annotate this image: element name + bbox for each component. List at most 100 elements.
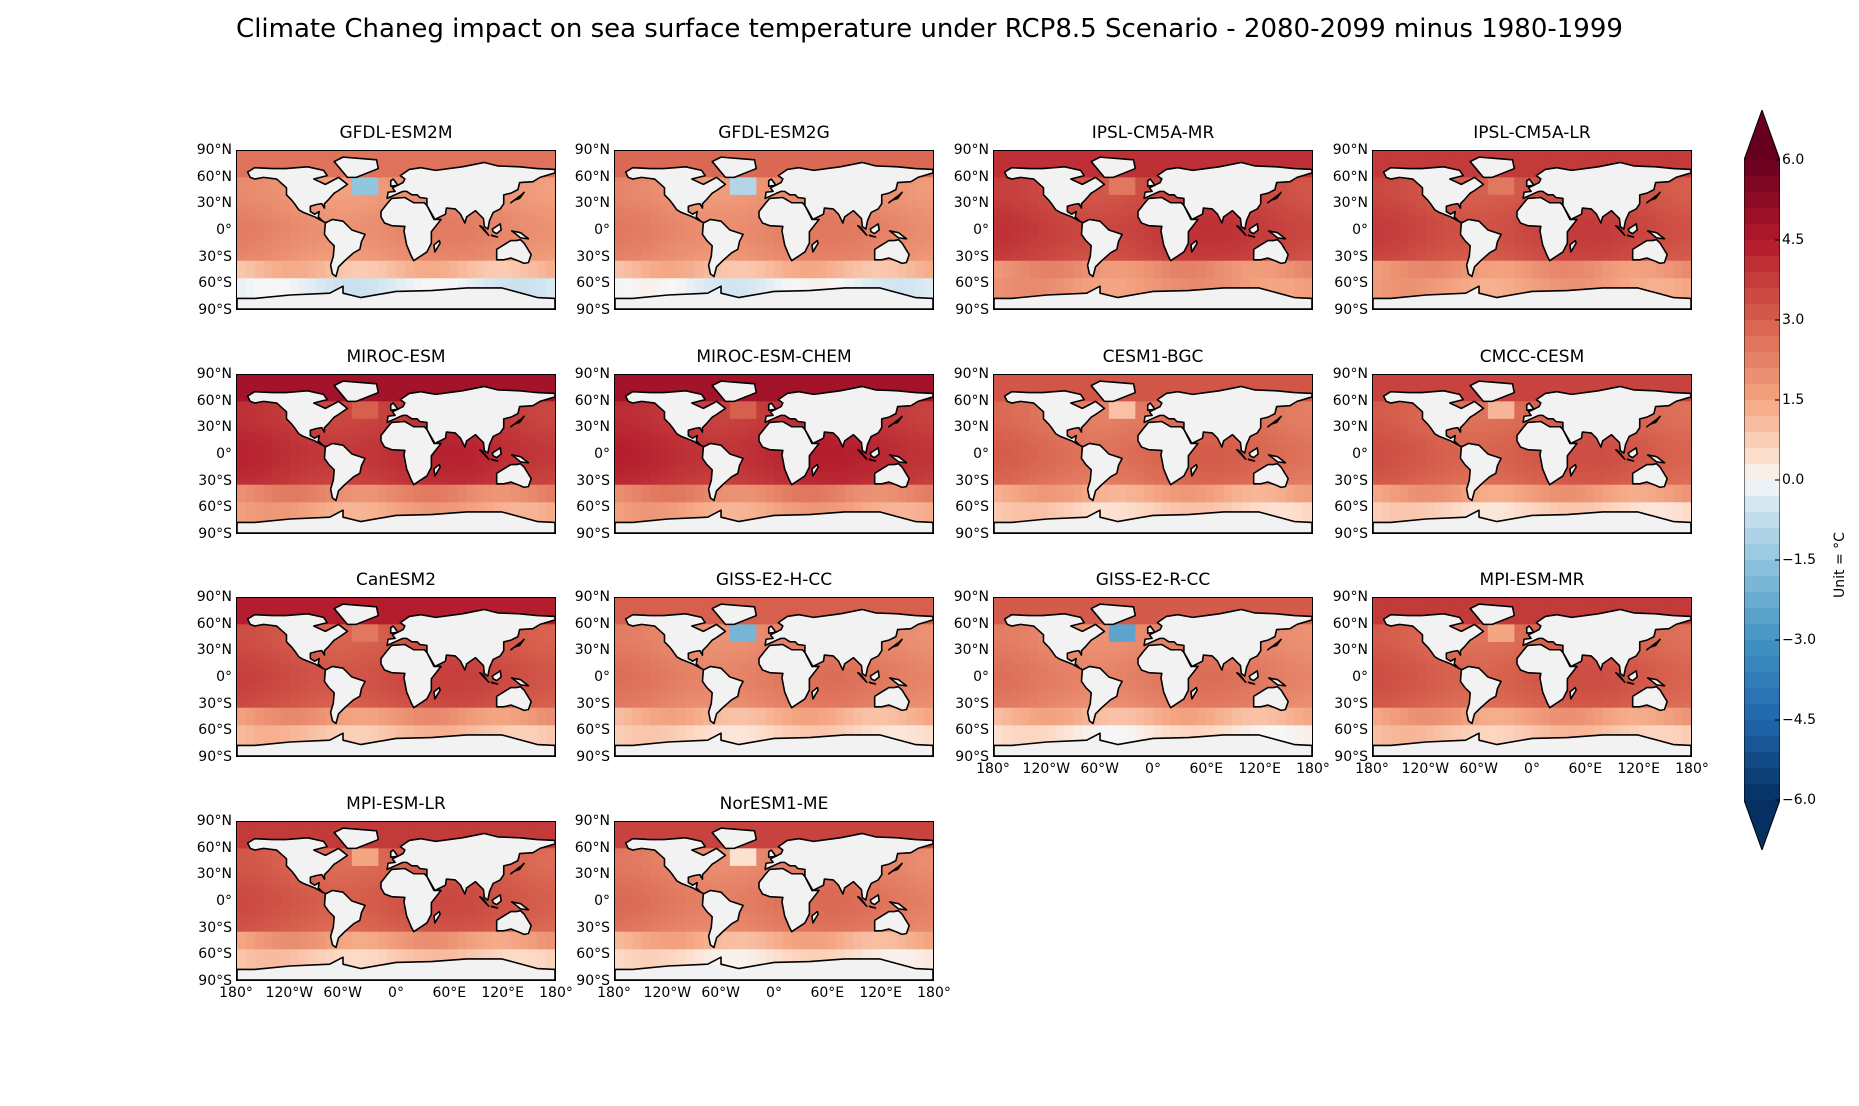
coastline [510, 191, 525, 204]
lat-tick-label: 60°N [574, 168, 610, 185]
lon-tick-label: 0° [388, 985, 404, 1001]
coastline [624, 390, 727, 448]
colorbar-extend-min [1744, 800, 1780, 850]
coastline [767, 178, 777, 187]
lat-tick-label: 90°N [196, 589, 232, 605]
coastline [868, 681, 877, 685]
coastline [1646, 230, 1666, 240]
coastline [389, 178, 399, 187]
coastline [495, 909, 532, 936]
colorbar-segment [1744, 720, 1780, 737]
coastline [1646, 638, 1661, 651]
coastline [1522, 385, 1691, 454]
lat-tick-label: 90°N [1332, 366, 1368, 382]
coastline [758, 196, 820, 262]
coastline [1626, 234, 1635, 238]
sst-map [994, 598, 1312, 756]
coastline [1003, 613, 1106, 671]
map-frame [614, 821, 934, 981]
lon-tick-label: 180° [1296, 761, 1330, 777]
lat-tick-label: 90°N [196, 813, 232, 829]
colorbar-segment [1744, 496, 1780, 513]
coastline [510, 901, 530, 911]
coastline [1090, 380, 1137, 403]
coastline [386, 608, 555, 677]
coastline [1143, 608, 1312, 677]
coastline [479, 895, 490, 908]
map-panel: MIROC-ESM-CHEM 90°N 60°N 30°N 0° 30°S 60°S 90°S [575, 347, 934, 542]
coastline [873, 238, 910, 265]
lat-tick-label: 90°S [1334, 526, 1368, 542]
coastline [491, 894, 502, 906]
coastline [1236, 671, 1247, 684]
sst-map [615, 151, 933, 309]
map-frame [236, 374, 556, 534]
panel-title: NorESM1-ME [719, 794, 829, 814]
coastline [857, 671, 868, 684]
lat-tick-label: 90°S [198, 973, 232, 989]
map-panel: GISS-E2-R-CC 90°N 60°N 30°N 0° 30°S 60°S 90°S 18… [954, 570, 1330, 777]
coastline [510, 454, 530, 464]
lat-tick-label: 0° [594, 893, 610, 909]
coastline [333, 603, 380, 626]
coastline [433, 910, 441, 924]
coastline [758, 420, 820, 486]
lat-tick-label: 90°S [576, 302, 610, 318]
colorbar-segment [1744, 176, 1780, 193]
sst-map [615, 375, 933, 533]
lat-tick-label: 30°S [198, 695, 232, 712]
map-panel: GFDL-ESM2M 90°N 60°N 30°N 0° 30°S 60°S 90°S [197, 123, 556, 318]
lat-tick-label: 30°S [198, 472, 232, 489]
coastline [994, 732, 1312, 756]
lat-tick-label: 60°S [198, 722, 232, 739]
coastline [888, 454, 908, 464]
coastline [624, 613, 727, 671]
lat-tick-label: 60°S [955, 275, 989, 292]
lat-tick-label: 60°N [574, 839, 610, 856]
coastline [615, 509, 933, 533]
lat-tick-label: 60°N [953, 392, 989, 409]
lat-tick-label: 0° [594, 446, 610, 462]
coastline [1248, 223, 1259, 235]
colorbar-segment [1744, 544, 1780, 561]
lat-tick-label: 30°N [196, 419, 232, 436]
lat-tick-label: 90°S [198, 526, 232, 542]
coastline [701, 218, 744, 278]
lat-tick-label: 60°S [198, 946, 232, 963]
coastline [323, 218, 366, 278]
coastline [490, 681, 499, 685]
map-panel: MPI-ESM-MR 90°N 60°N 30°N 0° 30°S 60°S 90°S 180°… [1333, 570, 1709, 777]
coastline [1627, 447, 1638, 459]
coastline [1626, 458, 1635, 462]
panel-title: IPSL-CM5A-LR [1473, 123, 1591, 143]
lon-tick-label: 60°W [1080, 761, 1119, 777]
lat-tick-label: 60°N [1332, 615, 1368, 632]
lon-tick-label: 180° [539, 985, 573, 1001]
coastline [615, 732, 933, 756]
lon-tick-label: 60°E [810, 985, 845, 1001]
coastline [1382, 613, 1485, 671]
lat-tick-label: 90°N [953, 589, 989, 605]
coastline [811, 239, 819, 253]
coastline [246, 390, 349, 448]
coastline [767, 849, 777, 858]
lon-tick-label: 60°W [701, 985, 740, 1001]
colorbar-tick-label: 3.0 [1782, 312, 1805, 328]
coastline [873, 909, 910, 936]
coastline [333, 827, 380, 850]
coastline [1516, 196, 1578, 262]
coastline [479, 671, 490, 684]
colorbar-segment [1744, 336, 1780, 353]
coastline [491, 223, 502, 235]
coastline [1615, 448, 1626, 461]
coastline [433, 463, 441, 477]
sst-map [1373, 375, 1691, 533]
colorbar-tick-label: 6.0 [1782, 152, 1805, 168]
lat-tick-label: 30°S [955, 472, 989, 489]
coastline [333, 380, 380, 403]
coastline [1459, 665, 1502, 725]
coastline [1267, 454, 1287, 464]
coastline [323, 442, 366, 502]
coastline [1459, 442, 1502, 502]
coastline [495, 685, 532, 712]
